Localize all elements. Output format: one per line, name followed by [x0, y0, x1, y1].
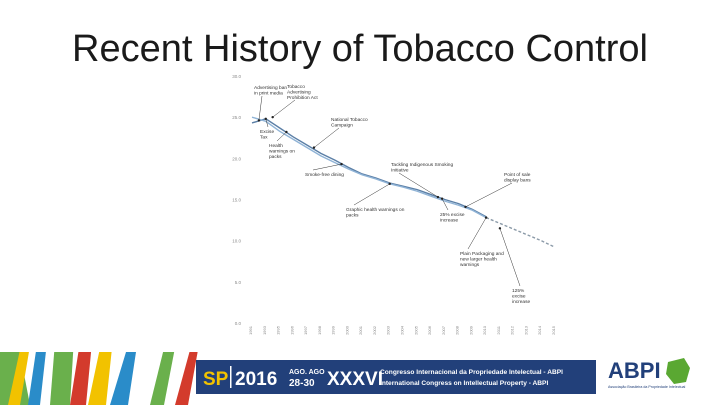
- year: 2016: [235, 369, 277, 390]
- y-tick-label: 25.0: [232, 115, 241, 120]
- annotation-point: [440, 197, 444, 200]
- edition: XXXVI: [327, 369, 383, 390]
- series-line: [485, 216, 556, 248]
- congress-footer: SP 2016 AGO. AGO 28-30 XXXVI Congresso I…: [0, 352, 690, 405]
- annotation-point: [257, 119, 261, 122]
- annotation-leader: [467, 217, 487, 250]
- y-tick-label: 5.0: [235, 280, 242, 285]
- x-tick-label: 2015: [551, 325, 556, 335]
- annotation-point: [312, 146, 316, 149]
- annotation-leader: [265, 118, 269, 128]
- annotation-leader: [441, 198, 449, 211]
- x-tick-label: 2001: [358, 325, 363, 335]
- annotation-label: Health warnings on packs: [269, 143, 295, 160]
- annotation-label: Tackling Indigenous Smoking Initiative: [391, 162, 453, 173]
- x-tick-label: 2007: [441, 325, 446, 335]
- x-tick-label: 1997: [303, 325, 308, 335]
- annotation-label: Plain Packaging and new larger health warn…: [460, 251, 504, 268]
- footer-bar: [196, 360, 596, 394]
- tobacco-control-chart: 30.025.020.015.010.05.00.0 1991 1993 1995 1…: [232, 74, 556, 335]
- x-tick-label: 1991: [248, 325, 253, 335]
- annotation-leader: [353, 183, 390, 206]
- x-tick-label: 2008: [455, 325, 460, 335]
- series-lines: [251, 116, 556, 248]
- annotation-label: Point of sale display bans: [504, 172, 531, 183]
- annotation-leader: [313, 127, 340, 148]
- month-line: AGO. AGO: [289, 369, 325, 376]
- x-tick-label: 2003: [386, 325, 391, 335]
- annotation-point: [388, 182, 391, 186]
- congress-line-pt: Congresso Internacional da Propriedade I…: [380, 369, 563, 376]
- annotation-leader: [465, 182, 513, 208]
- x-tick-label: 2000: [344, 325, 349, 335]
- x-tick-label: 1999: [331, 325, 336, 335]
- y-tick-label: 30.0: [232, 74, 241, 79]
- annotation-leader: [272, 99, 296, 118]
- series-line: [251, 118, 487, 218]
- annotation-leader: [398, 172, 439, 198]
- annotation-leader: [258, 95, 263, 121]
- x-tick-label: 2009: [468, 325, 473, 335]
- x-tick-label: 1996: [289, 325, 294, 335]
- annotation-leader: [312, 163, 342, 171]
- congress-line-en: International Congress on Intellectual P…: [380, 380, 548, 387]
- x-tick-label: 1995: [276, 325, 281, 335]
- x-tick-label: 2002: [372, 325, 377, 335]
- abpi-logo: ABPI: [608, 358, 661, 383]
- x-tick-label: 2014: [537, 325, 542, 335]
- y-tick-label: 0.0: [235, 321, 242, 326]
- slide-title: Recent History of Tobacco Control: [72, 28, 648, 70]
- annotation-label: Excise Tax: [260, 129, 274, 140]
- annotation-label: National Tobacco Campaign: [331, 117, 368, 128]
- x-tick-label: 2006: [427, 325, 432, 335]
- y-tick-label: 20.0: [232, 156, 241, 161]
- series-line: [251, 116, 487, 219]
- x-tick-label: 2013: [523, 325, 528, 335]
- annotation-point: [285, 130, 288, 134]
- annotation-leader: [499, 228, 521, 287]
- annotation-point: [464, 205, 467, 209]
- sp-label: SP: [203, 369, 229, 390]
- x-tick-label: 2004: [400, 325, 405, 335]
- x-tick-label: 2012: [510, 325, 515, 335]
- abpi-tagline: Associação Brasileira da Propriedade Int…: [608, 385, 686, 389]
- days-line: 28-30: [289, 378, 315, 389]
- decorative-artwork: [0, 352, 198, 405]
- annotation-point: [340, 162, 343, 166]
- annotation-point: [264, 117, 267, 121]
- y-tick-label: 10.0: [232, 239, 241, 244]
- annotation-label: 25% excise increase: [440, 212, 465, 223]
- x-tick-label: 1998: [317, 325, 322, 335]
- x-tick-label: 2010: [482, 325, 487, 335]
- annotation-point: [484, 216, 488, 219]
- annotation-label: Advertising ban in print media: [254, 85, 287, 96]
- annotation-leader: [276, 131, 287, 142]
- annotation-label: Graphic health warnings on packs: [346, 207, 405, 218]
- y-tick-labels: 30.0 25.0 20.0 15.0 10.0 5.0 0.0: [232, 74, 241, 326]
- annotation-label: Tobacco Advertising Prohibition Act: [287, 84, 318, 101]
- y-tick-label: 15.0: [232, 198, 241, 203]
- annotation-label: Smoke-free dining: [305, 172, 344, 178]
- x-tick-label: 1993: [262, 325, 267, 335]
- annotation-point: [271, 115, 274, 119]
- annotation-point: [436, 195, 440, 199]
- x-tick-label: 2011: [496, 325, 501, 334]
- x-tick-labels: 1991 1993 1995 1996 1997 1998 1999 2000 2001 2002…: [248, 325, 556, 335]
- x-tick-label: 2005: [413, 325, 418, 335]
- annotation-label: 125% excise increase: [512, 288, 530, 305]
- annotation-point: [498, 227, 502, 230]
- brazil-map-icon: [666, 358, 690, 384]
